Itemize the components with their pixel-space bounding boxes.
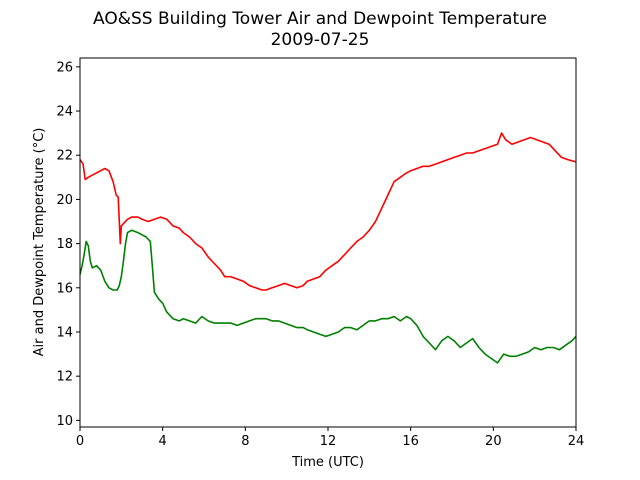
series-line-1	[79, 229, 577, 364]
x-tick-label: 20	[485, 434, 502, 449]
plot-area	[79, 132, 577, 364]
y-axis-label: Air and Dewpoint Temperature (°C)	[32, 128, 47, 357]
x-tick-label: 16	[402, 434, 419, 449]
y-tick-label: 20	[56, 193, 73, 208]
chart-title: AO&SS Building Tower Air and Dewpoint Te…	[93, 9, 547, 29]
y-tick-label: 10	[56, 414, 73, 429]
y-tick-label: 24	[56, 105, 73, 120]
y-tick-label: 14	[56, 325, 73, 340]
y-tick-label: 16	[56, 281, 73, 296]
x-tick-label: 24	[568, 434, 585, 449]
series-line-0	[79, 132, 577, 291]
chart-subtitle: 2009-07-25	[271, 30, 370, 50]
x-axis-label: Time (UTC)	[291, 455, 364, 470]
axis-ticks: 0 4 8 12 16 20 24 10 12 14 16 18 20 22 24 26	[56, 60, 584, 449]
x-tick-label: 8	[241, 434, 249, 449]
x-tick-label: 4	[159, 434, 167, 449]
y-tick-label: 12	[56, 370, 73, 385]
y-tick-label: 22	[56, 149, 73, 164]
x-tick-label: 0	[76, 434, 84, 449]
y-tick-label: 18	[56, 237, 73, 252]
y-tick-label: 26	[56, 60, 73, 75]
x-tick-label: 12	[320, 434, 337, 449]
